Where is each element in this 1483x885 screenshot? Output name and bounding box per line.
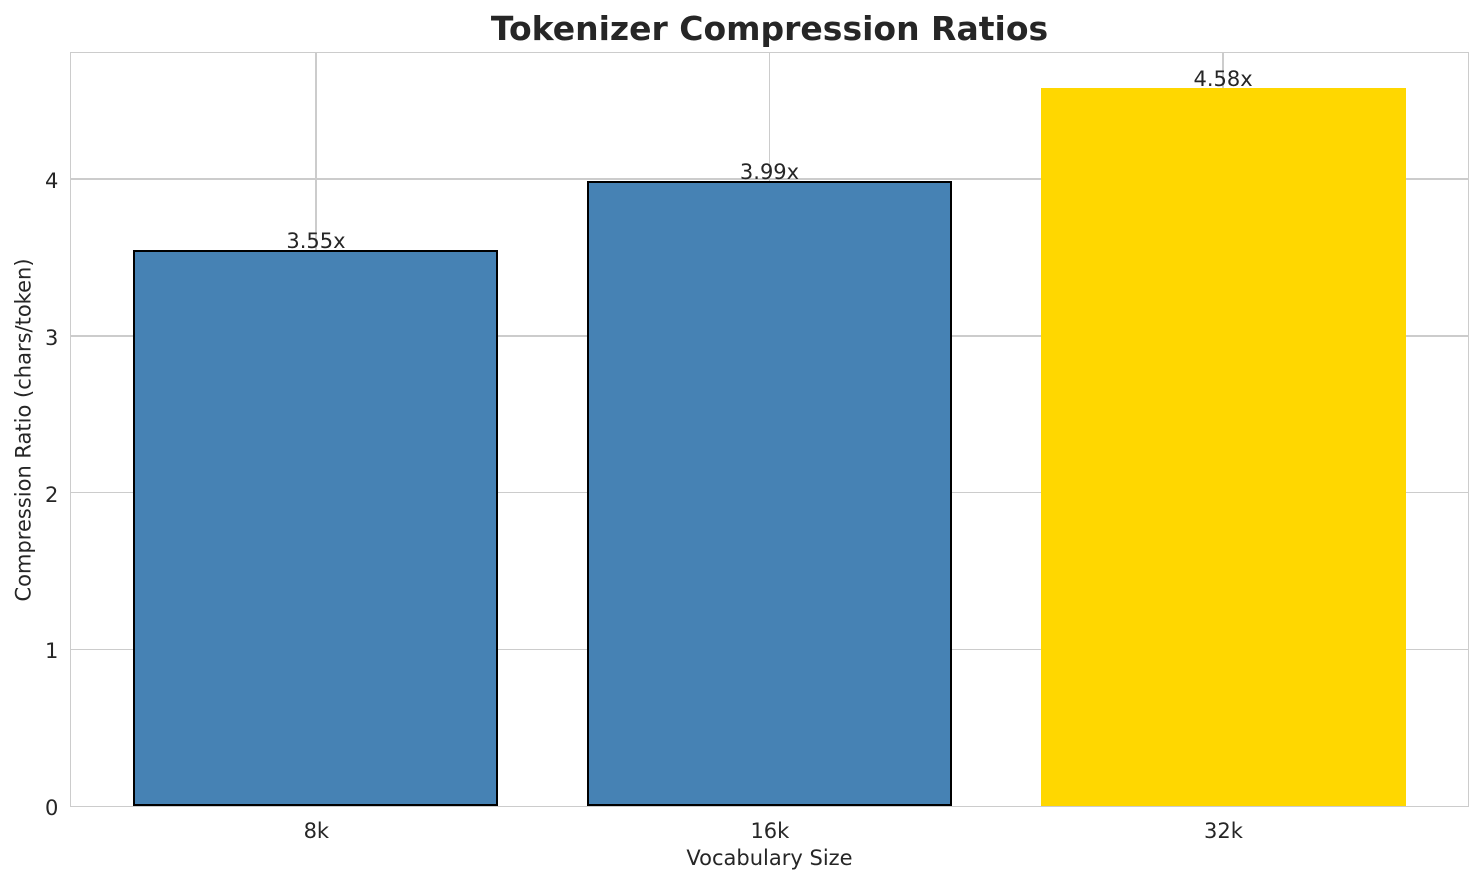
bar-value-label: 3.99x	[739, 159, 800, 184]
y-tick-label: 2	[45, 482, 59, 507]
bars-layer	[71, 53, 1468, 806]
y-tick-label: 3	[45, 325, 59, 350]
y-axis-title: Compression Ratio (chars/token)	[11, 258, 36, 602]
plot-area: 3.55x 3.99x 4.58x	[70, 52, 1469, 807]
bar-value-label: 4.58x	[1193, 67, 1253, 92]
chart-title: Tokenizer Compression Ratios	[490, 9, 1049, 48]
bar-value-label: 3.55x	[286, 228, 346, 253]
y-tick-label: 4	[45, 169, 59, 194]
x-tick-label: 32k	[1204, 818, 1243, 843]
bar-8k	[133, 249, 499, 806]
x-axis-title: Vocabulary Size	[686, 846, 853, 870]
bar-16k	[586, 180, 953, 806]
x-tick-label: 16k	[750, 818, 790, 843]
bar-32k	[1040, 88, 1406, 806]
x-tick-label: 8k	[303, 818, 330, 843]
y-tick-label: 1	[45, 639, 59, 664]
y-tick-label: 0	[45, 796, 59, 821]
value-labels-layer: 3.55x 3.99x 4.58x	[71, 53, 1468, 806]
